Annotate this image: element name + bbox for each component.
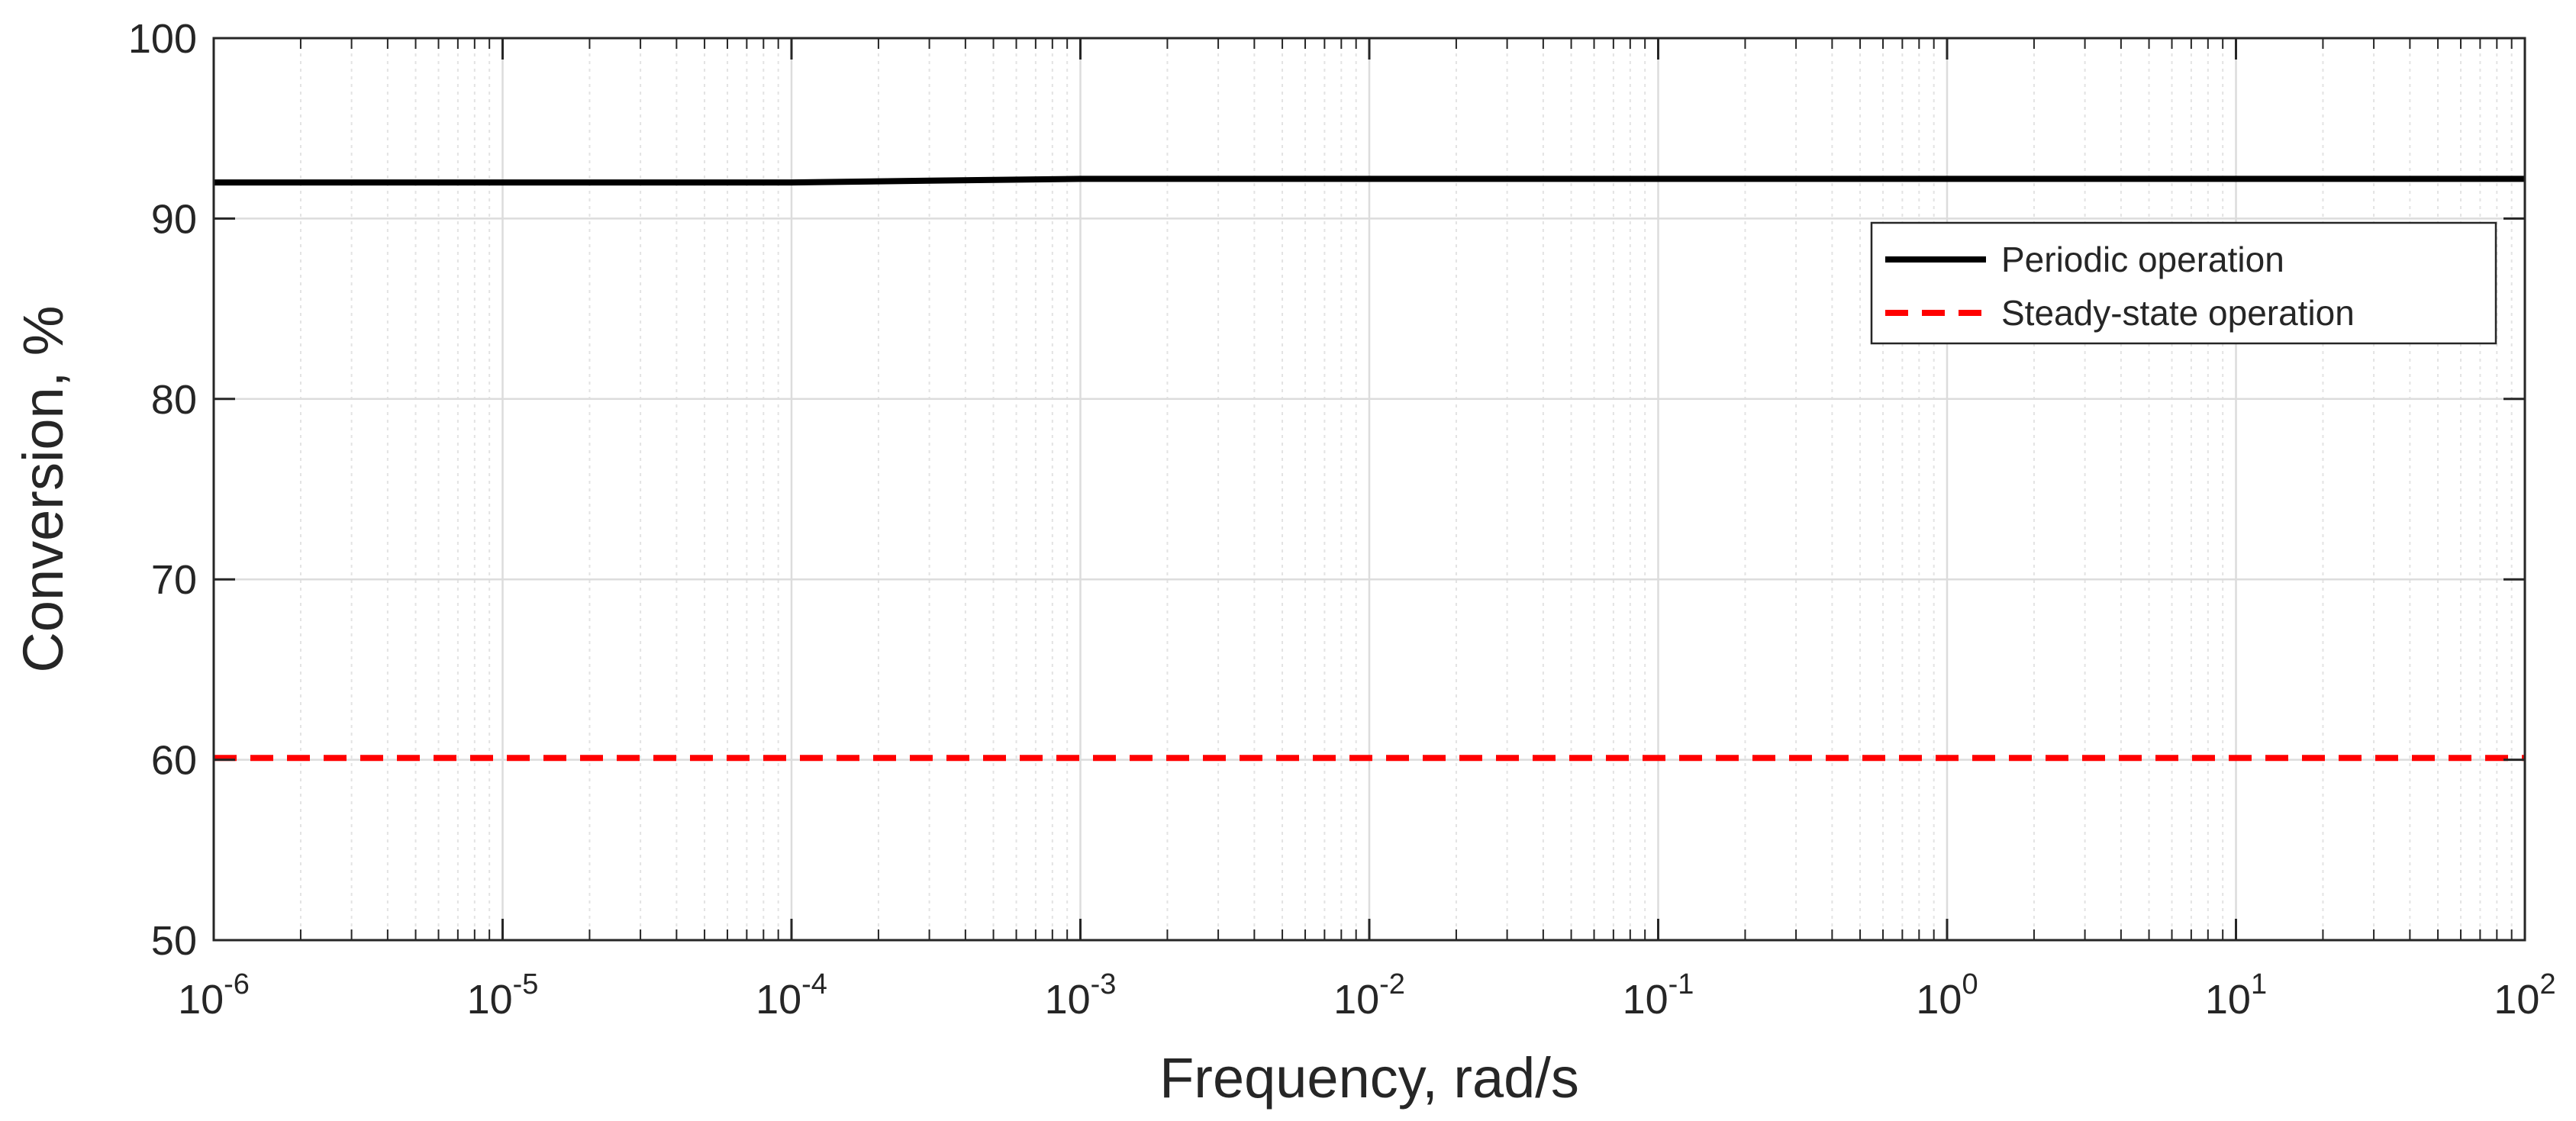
- legend-box: [1870, 221, 2497, 345]
- y-tick-label: 100: [128, 16, 197, 62]
- x-tick-label: 101: [2205, 968, 2267, 1023]
- tick-labels: 10-6 10-5 10-4 10-3 10-2 10-1 100 101 102 50 60 70 8…: [128, 16, 2556, 1023]
- x-tick-label: 10-3: [1045, 968, 1117, 1023]
- x-tick-label: 100: [1916, 968, 1978, 1023]
- x-axis-title: Frequency, rad/s: [1159, 1046, 1579, 1110]
- legend-label: Periodic operation: [2001, 240, 2284, 279]
- y-tick-label: 70: [151, 557, 197, 603]
- x-tick-label: 10-6: [178, 968, 250, 1023]
- y-tick-label: 50: [151, 918, 197, 964]
- y-tick-label: 60: [151, 738, 197, 784]
- y-tick-label: 90: [151, 196, 197, 242]
- x-tick-label: 102: [2494, 968, 2555, 1023]
- y-axis-title: Conversion, %: [11, 305, 75, 672]
- axis-ticks: [212, 37, 2526, 942]
- legend-label: Steady-state operation: [2001, 293, 2355, 333]
- x-tick-label: 10-1: [1623, 968, 1694, 1023]
- x-tick-label: 10-5: [467, 968, 539, 1023]
- y-tick-label: 80: [151, 377, 197, 423]
- legend: Periodic operation Steady-state operation: [1870, 221, 2497, 345]
- data-series: [214, 176, 2525, 762]
- periodic-operation-line: [214, 176, 2525, 186]
- x-tick-label: 10-2: [1333, 968, 1405, 1023]
- x-tick-label: 10-4: [756, 968, 827, 1023]
